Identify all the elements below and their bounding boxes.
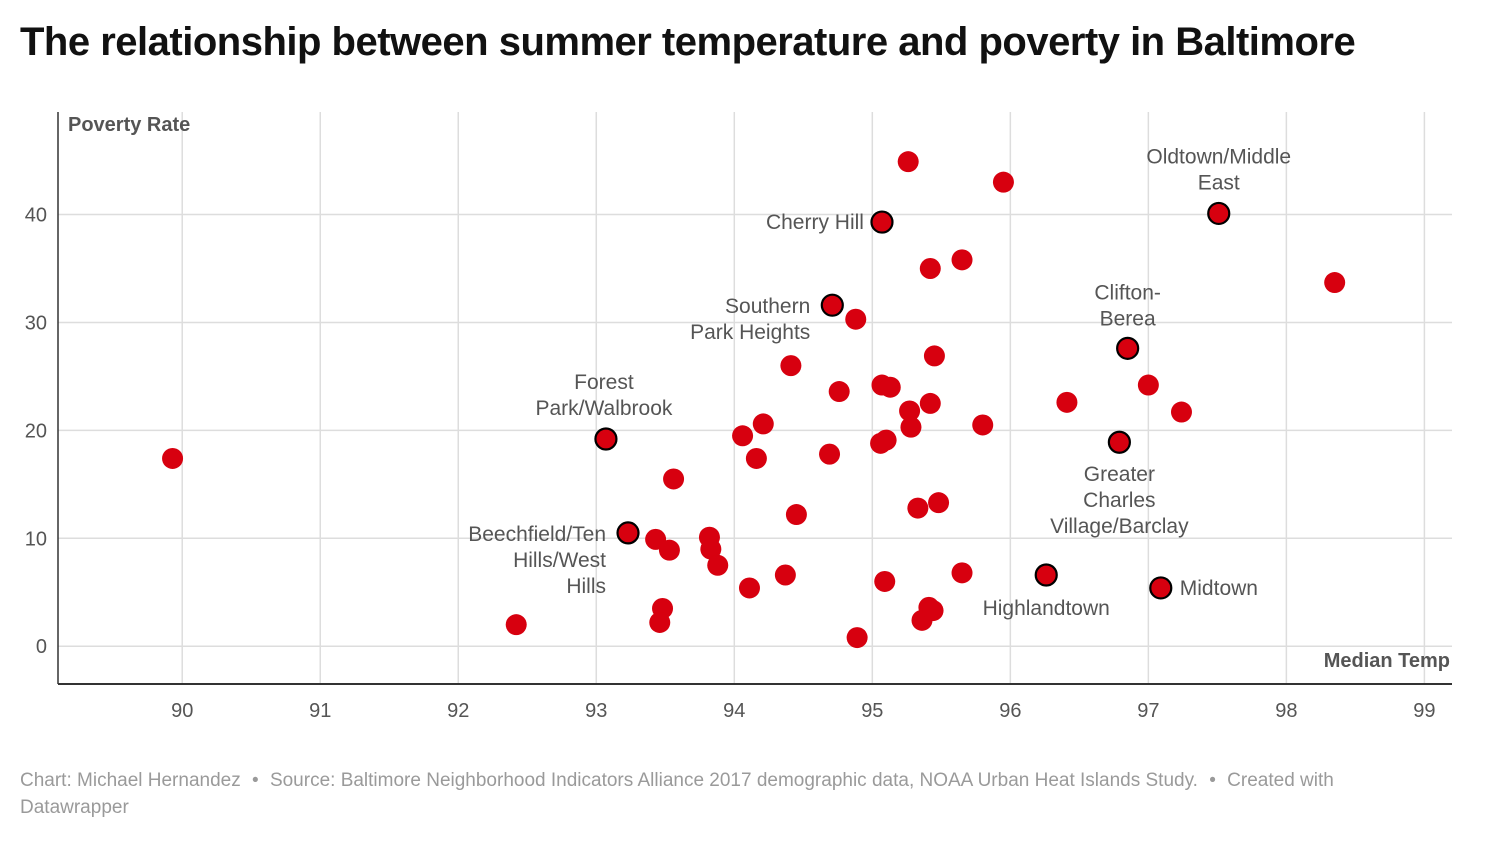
data-point: [899, 400, 921, 422]
point-label: Clifton-Berea: [1094, 281, 1161, 330]
point-label: Cherry Hill: [766, 211, 864, 234]
data-point-highlighted: [870, 210, 894, 234]
data-point: [922, 600, 944, 622]
data-point: [1056, 391, 1078, 413]
data-point-highlighted: [820, 293, 844, 317]
data-point: [845, 308, 867, 330]
data-point: [162, 447, 184, 469]
y-tick-label: 0: [36, 636, 47, 658]
data-point-highlighted: [616, 521, 640, 545]
point-label: Midtown: [1180, 577, 1258, 600]
data-points: [162, 151, 1346, 649]
data-point: [972, 414, 994, 436]
data-point-highlighted: [1116, 336, 1140, 360]
chart-title: The relationship between summer temperat…: [20, 20, 1356, 64]
point-label: Beechfield/Ten Hills/West Hills: [468, 523, 606, 598]
data-point: [707, 554, 729, 576]
footer-separator: •: [252, 770, 259, 791]
data-point: [1324, 272, 1346, 294]
data-point: [505, 614, 527, 636]
footer-credits: Chart: Michael Hernandez • Source: Balti…: [20, 767, 1440, 821]
data-point-highlighted: [1034, 563, 1058, 587]
data-point: [923, 345, 945, 367]
data-point: [992, 171, 1014, 193]
data-point: [732, 425, 754, 447]
scatter-chart: 90 91 92 93 94 95 96 97 98 99 0 10 20 30 40 Poverty Rat…: [25, 112, 1452, 722]
x-tick-label: 94: [723, 700, 745, 722]
data-point: [1137, 374, 1159, 396]
y-axis-title: Poverty Rate: [68, 114, 190, 136]
annotations: Forest Park/Walbrook Beechfield/Ten Hills/W…: [468, 145, 1291, 620]
data-point: [879, 376, 901, 398]
data-point: [1170, 401, 1192, 423]
data-point: [745, 447, 767, 469]
data-point: [752, 413, 774, 435]
x-tick-label: 90: [171, 700, 193, 722]
data-point: [919, 257, 941, 279]
data-point: [828, 381, 850, 403]
x-tick-label: 97: [1137, 700, 1159, 722]
point-label: Oldtown/Middle East: [1146, 145, 1291, 194]
x-tick-label: 98: [1275, 700, 1297, 722]
data-point-highlighted: [1107, 430, 1131, 454]
y-tick-label: 40: [25, 205, 47, 227]
footer-credit: Created with Datawrapper: [20, 770, 1334, 818]
data-point: [907, 497, 929, 519]
x-tick-label: 96: [999, 700, 1021, 722]
data-point: [649, 611, 671, 633]
data-point: [874, 570, 896, 592]
x-axis-title: Median Temp: [1324, 650, 1450, 672]
footer-source: Source: Baltimore Neighborhood Indicator…: [269, 770, 1198, 791]
gridlines: [58, 112, 1452, 684]
data-point: [900, 416, 922, 438]
point-label: Southern Park Heights: [690, 295, 810, 344]
point-label: Greater Charles Village/Barclay: [1050, 463, 1189, 538]
x-tick-label: 93: [585, 700, 607, 722]
data-point: [700, 538, 722, 560]
data-point: [897, 151, 919, 173]
data-point: [951, 249, 973, 271]
x-tick-label: 95: [861, 700, 883, 722]
data-point: [774, 564, 796, 586]
data-point: [875, 429, 897, 451]
data-point: [819, 443, 841, 465]
x-tick-label: 99: [1413, 700, 1435, 722]
point-label: Highlandtown: [983, 597, 1110, 620]
data-point-highlighted: [1149, 576, 1173, 600]
y-tick-label: 30: [25, 312, 47, 334]
data-point: [928, 492, 950, 514]
data-point-highlighted: [594, 427, 618, 451]
data-point: [846, 627, 868, 649]
y-tick-label: 20: [25, 420, 47, 442]
y-tick-label: 10: [25, 528, 47, 550]
data-point: [951, 562, 973, 584]
data-point: [780, 355, 802, 377]
point-label: Forest Park/Walbrook: [535, 371, 672, 420]
data-point-highlighted: [1207, 201, 1231, 226]
axes: 90 91 92 93 94 95 96 97 98 99 0 10 20 30 40 Poverty Rat…: [25, 112, 1452, 722]
footer-author: Chart: Michael Hernandez: [20, 770, 241, 791]
data-point: [919, 392, 941, 414]
data-point: [738, 577, 760, 599]
data-point: [658, 539, 680, 561]
x-tick-label: 91: [309, 700, 331, 722]
footer-separator: •: [1209, 770, 1216, 791]
data-point: [785, 504, 807, 526]
data-point: [663, 468, 685, 490]
x-tick-label: 92: [447, 700, 469, 722]
